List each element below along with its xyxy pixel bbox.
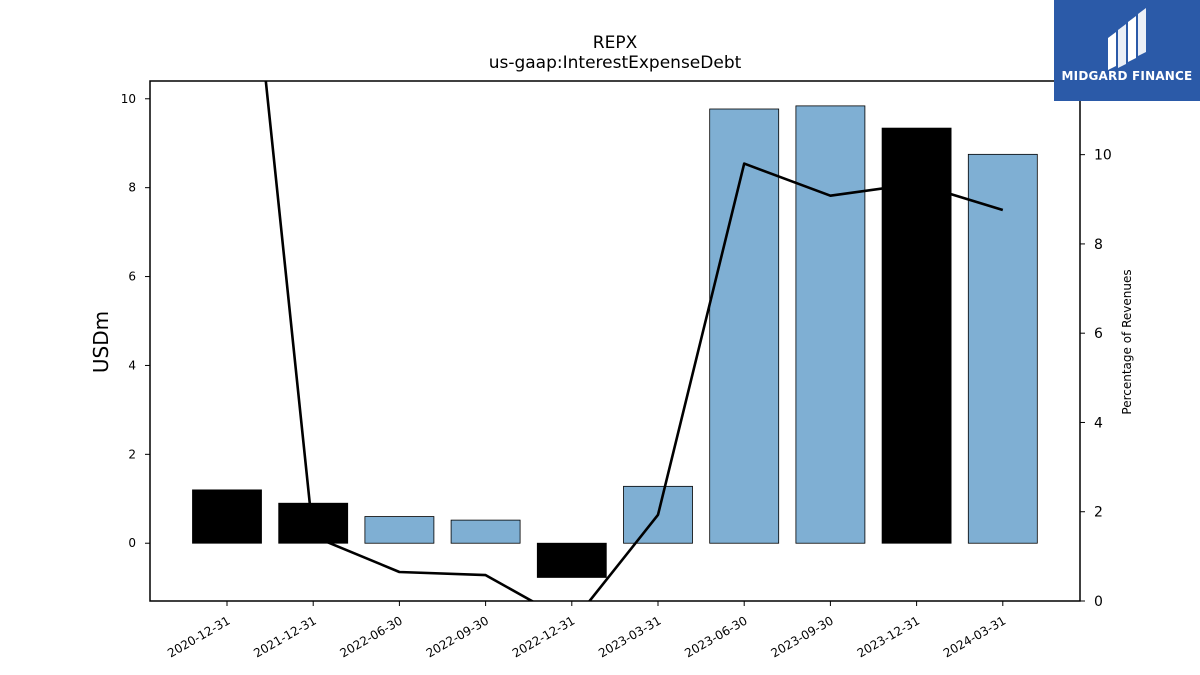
midgard-logo-icon [1108,8,1146,70]
y-tick-label-right-10: 10 [1094,148,1112,164]
x-tick-label-2023-09-30: 2023-09-30 [768,613,835,660]
y-tick-label-left-2: 2 [128,447,136,461]
y-tick-label-right-2: 2 [1094,505,1103,521]
chart-subtitle: us-gaap:InterestExpenseDebt [489,53,742,73]
y-axis-label-left: USDm [89,311,113,373]
chart-title: REPX [593,33,638,53]
x-tick-label-2023-12-31: 2023-12-31 [855,613,922,660]
x-tick-label-2022-09-30: 2022-09-30 [424,613,491,660]
x-tick-label-2021-12-31: 2021-12-31 [251,613,318,660]
bar-series [192,105,1038,578]
axes: 0 2 4 6 8 10 0 2 4 6 8 10 2020-12-31 2021-12-31 2022-0… [121,80,1112,660]
y-tick-label-right-8: 8 [1094,237,1103,253]
bar-2020-12-31 [192,489,262,544]
plot-frame [149,80,1081,602]
revenue-percentage-line [264,81,1004,601]
bar-2022-09-30 [450,519,521,544]
bar-2022-12-31 [536,542,607,578]
y-tick-label-left-6: 6 [128,270,136,284]
x-tick-label-2024-03-31: 2024-03-31 [941,613,1008,660]
line-series [264,81,1004,601]
bar-2023-09-30 [795,105,866,544]
y-tick-label-left-4: 4 [128,358,136,372]
y-tick-label-right-0: 0 [1094,594,1103,610]
logo-text: MIDGARD FINANCE [1061,69,1193,83]
brand-logo: MIDGARD FINANCE [1054,0,1200,101]
bar-2023-06-30 [709,108,780,544]
y-axis-label-right: Percentage of Revenues [1120,269,1134,414]
x-tick-label-2023-03-31: 2023-03-31 [596,613,663,660]
y-tick-label-left-0: 0 [128,536,136,550]
bar-2023-12-31 [881,127,952,544]
y-tick-label-left-10: 10 [121,92,136,106]
x-tick-label-2022-06-30: 2022-06-30 [337,613,404,660]
y-tick-label-left-8: 8 [128,181,136,195]
y-tick-label-right-6: 6 [1094,326,1103,342]
x-tick-label-2022-12-31: 2022-12-31 [510,613,577,660]
x-tick-label-2020-12-31: 2020-12-31 [165,613,232,660]
bar-2024-03-31 [967,153,1038,544]
y-tick-label-right-4: 4 [1094,415,1103,431]
bar-2022-06-30 [364,516,435,544]
x-tick-label-2023-06-30: 2023-06-30 [682,613,749,660]
